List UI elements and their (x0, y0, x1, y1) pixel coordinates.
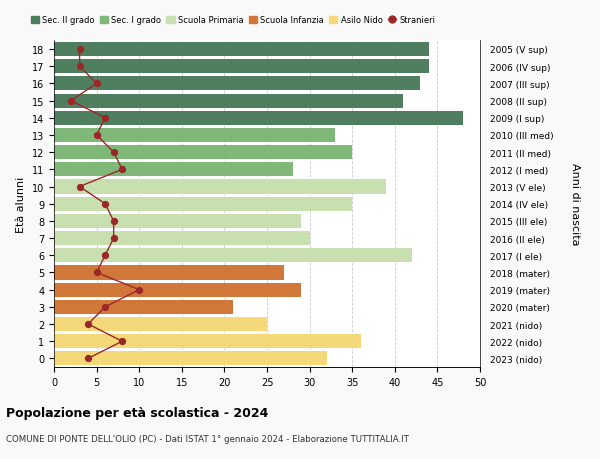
Bar (54, 283, 301, 297)
Legend: Sec. II grado, Sec. I grado, Scuola Primaria, Scuola Infanzia, Asilo Nido, Stran: Sec. II grado, Sec. I grado, Scuola Prim… (27, 13, 439, 28)
Bar (54, 180, 386, 194)
Point (109, 218, 118, 225)
Point (109, 149, 118, 157)
Text: COMUNE DI PONTE DELL'OLIO (PC) - Dati ISTAT 1° gennaio 2024 - Elaborazione TUTTI: COMUNE DI PONTE DELL'OLIO (PC) - Dati IS… (6, 434, 409, 443)
Point (75, 184, 85, 191)
Bar (54, 335, 361, 348)
Point (134, 286, 144, 294)
Bar (54, 60, 429, 74)
Point (75, 63, 85, 71)
Bar (54, 129, 335, 143)
Point (118, 166, 127, 174)
Point (83, 321, 93, 328)
Y-axis label: Età alunni: Età alunni (16, 176, 26, 232)
Text: Popolazione per età scolastica - 2024: Popolazione per età scolastica - 2024 (6, 406, 268, 419)
Point (100, 252, 110, 259)
Bar (54, 231, 310, 246)
Bar (54, 146, 352, 160)
Bar (54, 214, 301, 229)
Bar (54, 249, 412, 263)
Point (92, 269, 101, 276)
Point (66, 98, 76, 105)
Point (100, 201, 110, 208)
Bar (54, 300, 233, 314)
Point (92, 132, 101, 140)
Point (83, 355, 93, 362)
Bar (54, 77, 421, 91)
Point (100, 115, 110, 122)
Bar (54, 197, 352, 211)
Bar (54, 163, 293, 177)
Bar (54, 43, 429, 57)
Point (100, 303, 110, 311)
Bar (54, 94, 403, 108)
Point (92, 80, 101, 88)
Bar (54, 317, 267, 331)
Point (75, 46, 85, 54)
Y-axis label: Anni di nascita: Anni di nascita (570, 163, 580, 246)
Bar (54, 112, 463, 125)
Point (109, 235, 118, 242)
Bar (54, 352, 326, 366)
Point (118, 338, 127, 345)
Bar (54, 266, 284, 280)
